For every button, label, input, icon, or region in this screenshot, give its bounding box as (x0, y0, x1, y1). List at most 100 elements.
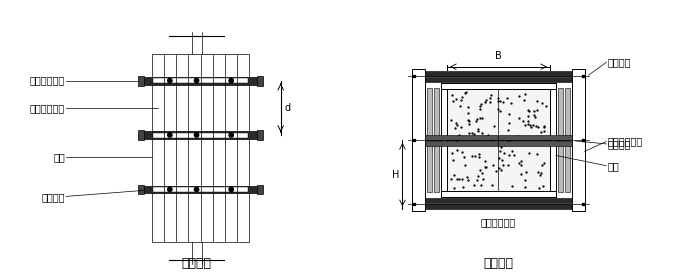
Point (499, 150, 510, 155)
Text: 对拉螺栓: 对拉螺栓 (607, 57, 631, 67)
Point (445, 177, 456, 182)
Point (447, 99, 459, 103)
Point (485, 100, 496, 104)
Point (451, 97, 462, 101)
Text: 柱箍（方木）: 柱箍（方木） (30, 76, 65, 86)
Point (506, 149, 517, 153)
Point (506, 184, 517, 188)
Point (509, 152, 520, 157)
Point (503, 127, 514, 132)
Point (464, 119, 475, 124)
Point (494, 149, 505, 153)
Point (515, 163, 526, 167)
Point (519, 122, 530, 127)
Point (538, 161, 549, 166)
Point (486, 92, 497, 97)
Point (528, 123, 539, 128)
Text: 柱箍（方木）: 柱箍（方木） (607, 136, 643, 147)
Point (473, 137, 484, 141)
Point (511, 135, 522, 139)
Point (528, 112, 539, 117)
Bar (153, 187, 248, 192)
Bar (142, 131, 259, 139)
Circle shape (194, 78, 199, 83)
Point (521, 169, 532, 174)
Text: H: H (392, 170, 399, 180)
Point (470, 119, 482, 123)
Bar (257, 185, 263, 194)
Bar (447, 89, 550, 191)
Bar (441, 191, 556, 197)
Bar (142, 77, 259, 84)
Text: 面板: 面板 (53, 152, 65, 162)
Point (503, 112, 514, 116)
Bar (427, 87, 432, 192)
Point (445, 118, 457, 123)
Bar (434, 87, 439, 192)
Point (463, 118, 474, 123)
Point (497, 163, 508, 168)
Point (464, 131, 475, 136)
Point (503, 153, 514, 158)
Point (535, 170, 546, 175)
Point (490, 169, 501, 174)
Point (450, 121, 461, 125)
Bar (572, 69, 585, 211)
Point (493, 106, 504, 111)
Text: 竖愣（方木）: 竖愣（方木） (481, 217, 516, 227)
Point (486, 138, 497, 142)
Point (450, 139, 461, 143)
Point (493, 156, 505, 160)
Point (454, 133, 465, 137)
Circle shape (194, 133, 199, 137)
Point (453, 177, 464, 181)
Point (535, 173, 546, 177)
Point (540, 104, 551, 108)
Point (465, 134, 476, 139)
Point (469, 183, 480, 187)
Bar (425, 77, 572, 82)
Point (518, 119, 529, 123)
Bar (558, 87, 562, 192)
Point (471, 178, 482, 182)
Point (515, 172, 526, 177)
Point (479, 100, 490, 104)
Bar (441, 82, 556, 89)
Point (459, 163, 470, 167)
Point (534, 185, 545, 190)
Point (495, 145, 506, 149)
Point (523, 151, 535, 155)
Point (462, 178, 473, 182)
Point (495, 141, 506, 145)
Point (473, 151, 484, 156)
Point (447, 158, 459, 162)
Bar (550, 82, 556, 197)
Point (475, 116, 486, 120)
Point (447, 93, 458, 97)
Point (450, 126, 461, 130)
Bar (425, 135, 572, 140)
Point (476, 116, 487, 121)
Circle shape (168, 78, 172, 83)
Point (523, 109, 535, 113)
Point (531, 108, 542, 112)
Point (513, 161, 524, 165)
Point (533, 125, 544, 129)
Point (448, 136, 459, 140)
Text: 柱立面图: 柱立面图 (181, 257, 212, 270)
Point (505, 138, 516, 142)
Point (458, 185, 469, 189)
Point (525, 123, 536, 127)
Bar (425, 141, 572, 146)
Point (480, 158, 491, 163)
Point (452, 177, 463, 181)
Point (498, 100, 509, 104)
Bar (142, 186, 259, 193)
Point (475, 167, 486, 172)
Point (539, 125, 550, 129)
Point (530, 124, 542, 128)
Bar (425, 204, 572, 209)
Circle shape (168, 187, 172, 192)
Point (473, 129, 484, 133)
Point (456, 150, 467, 154)
